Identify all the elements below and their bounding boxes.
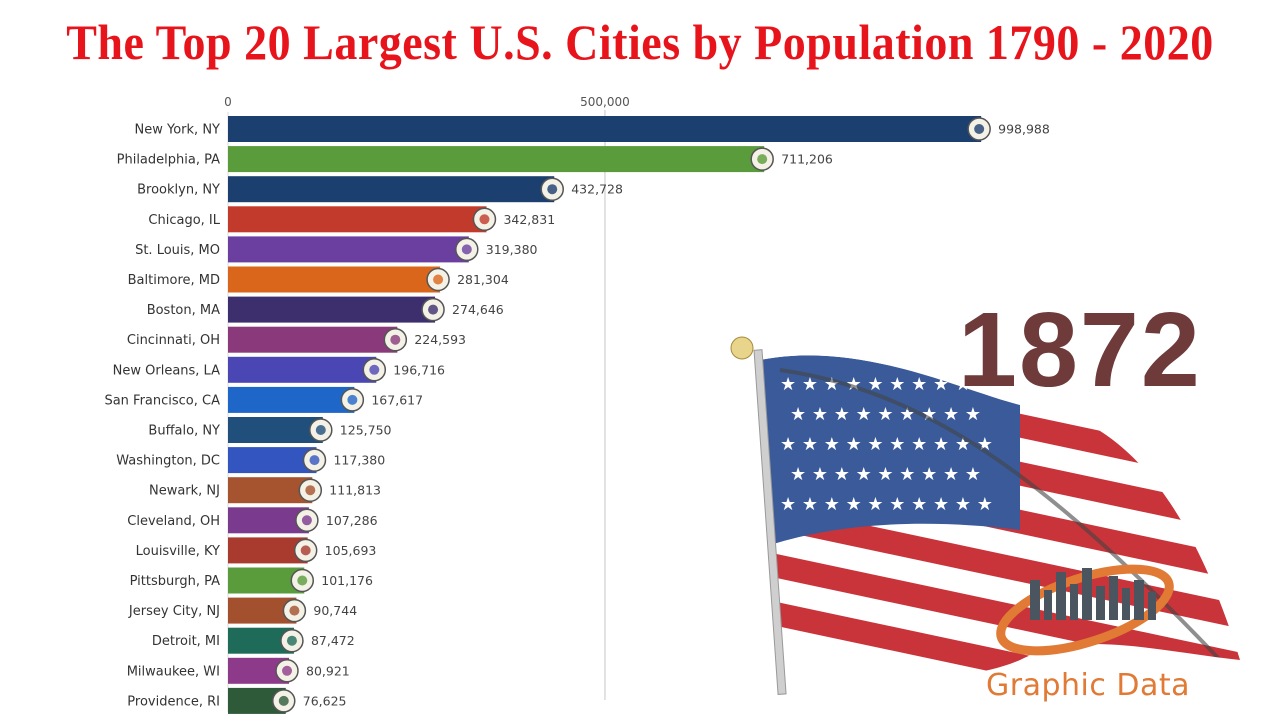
city-label: Buffalo, NY (148, 424, 220, 439)
city-seal-icon-center (974, 124, 985, 134)
city-seal-icon-center (315, 425, 326, 435)
city-label: Newark, NJ (149, 484, 220, 499)
value-label: 281,304 (457, 272, 509, 287)
city-label: Cleveland, OH (127, 514, 220, 529)
city-seal-icon-center (300, 545, 311, 556)
bar (228, 477, 313, 504)
value-label: 107,286 (326, 513, 378, 528)
city-label: Philadelphia, PA (117, 153, 220, 168)
chart-title: The Top 20 Largest U.S. Cities by Popula… (66, 14, 1214, 71)
bar (228, 116, 982, 142)
city-label: Providence, RI (127, 694, 220, 709)
bar (228, 236, 469, 263)
x-tick-label: 0 (224, 95, 232, 109)
value-label: 224,593 (414, 332, 466, 347)
city-seal-icon-center (309, 455, 320, 466)
bar (228, 386, 355, 413)
value-label: 111,813 (329, 483, 381, 498)
city-seal-icon-center (390, 334, 401, 345)
us-flag-illustration: ★ ★ ★ ★ ★ ★ ★ ★ ★ ★ ★ ★ ★ ★ ★ ★ ★ ★ ★ ★ … (730, 336, 1240, 695)
city-label: New York, NY (135, 123, 221, 138)
svg-text:★ ★ ★ ★ ★ ★ ★ ★ ★ ★: ★ ★ ★ ★ ★ ★ ★ ★ ★ ★ (780, 434, 993, 455)
city-seal-icon-center (757, 154, 768, 165)
city-label: Brooklyn, NY (137, 183, 220, 198)
value-label: 87,472 (311, 633, 355, 648)
svg-text:★ ★ ★ ★ ★ ★ ★ ★ ★: ★ ★ ★ ★ ★ ★ ★ ★ ★ (790, 404, 981, 425)
city-seal-icon-center (461, 244, 472, 255)
svg-text:★ ★ ★ ★ ★ ★ ★ ★ ★ ★: ★ ★ ★ ★ ★ ★ ★ ★ ★ ★ (780, 494, 993, 515)
city-seal-icon-center (433, 274, 444, 285)
city-seal-icon-center (369, 364, 380, 375)
graphic-data-logo (996, 564, 1174, 656)
value-label: 274,646 (452, 302, 504, 317)
value-label: 117,380 (333, 453, 385, 468)
value-label: 711,206 (781, 152, 833, 167)
bar (228, 326, 398, 353)
bar (228, 356, 377, 383)
bar (228, 146, 765, 173)
city-seal-icon-center (301, 515, 312, 526)
city-seal-icon-center (547, 184, 558, 195)
city-seal-icon-center (297, 575, 308, 586)
bar (228, 417, 323, 443)
city-seal-icon-center (289, 605, 300, 616)
city-seal-icon-center (479, 214, 490, 225)
value-label: 80,921 (306, 663, 350, 678)
city-label: Jersey City, NJ (128, 604, 220, 619)
value-label: 342,831 (503, 212, 555, 227)
city-label: St. Louis, MO (135, 243, 220, 258)
city-label: Baltimore, MD (128, 273, 220, 288)
bar (228, 206, 487, 233)
value-label: 76,625 (303, 693, 347, 708)
value-label: 998,988 (998, 122, 1050, 137)
svg-text:★ ★ ★ ★ ★ ★ ★ ★ ★: ★ ★ ★ ★ ★ ★ ★ ★ ★ (790, 464, 981, 485)
brand-name: Graphic Data (986, 668, 1191, 703)
city-label: Boston, MA (147, 303, 220, 318)
value-label: 90,744 (313, 603, 357, 618)
value-label: 125,750 (340, 423, 392, 438)
bar (228, 296, 436, 323)
city-seal-icon-center (428, 304, 439, 315)
value-label: 101,176 (321, 573, 373, 588)
city-seal-icon-center (286, 635, 297, 646)
x-tick-label: 500,000 (580, 95, 630, 109)
city-seal-icon-center (282, 665, 293, 676)
city-label: Cincinnati, OH (127, 333, 220, 348)
city-label: Chicago, IL (148, 213, 220, 228)
city-label: Milwaukee, WI (127, 664, 220, 679)
year-display: 1872 (958, 291, 1202, 409)
bar (228, 176, 555, 203)
value-label: 167,617 (371, 392, 423, 407)
city-label: San Francisco, CA (104, 393, 220, 408)
city-seal-icon-center (305, 485, 316, 496)
bar (228, 266, 441, 293)
city-label: Washington, DC (116, 454, 220, 469)
city-label: New Orleans, LA (113, 363, 220, 378)
bar (228, 447, 317, 474)
city-label: Detroit, MI (152, 634, 220, 649)
city-seal-icon-center (278, 695, 289, 706)
city-label: Pittsburgh, PA (130, 574, 221, 589)
value-label: 105,693 (325, 543, 377, 558)
value-label: 319,380 (486, 242, 538, 257)
city-label: Louisville, KY (136, 544, 220, 559)
value-label: 196,716 (393, 362, 445, 377)
value-label: 432,728 (571, 182, 623, 197)
city-seal-icon-center (347, 394, 358, 405)
